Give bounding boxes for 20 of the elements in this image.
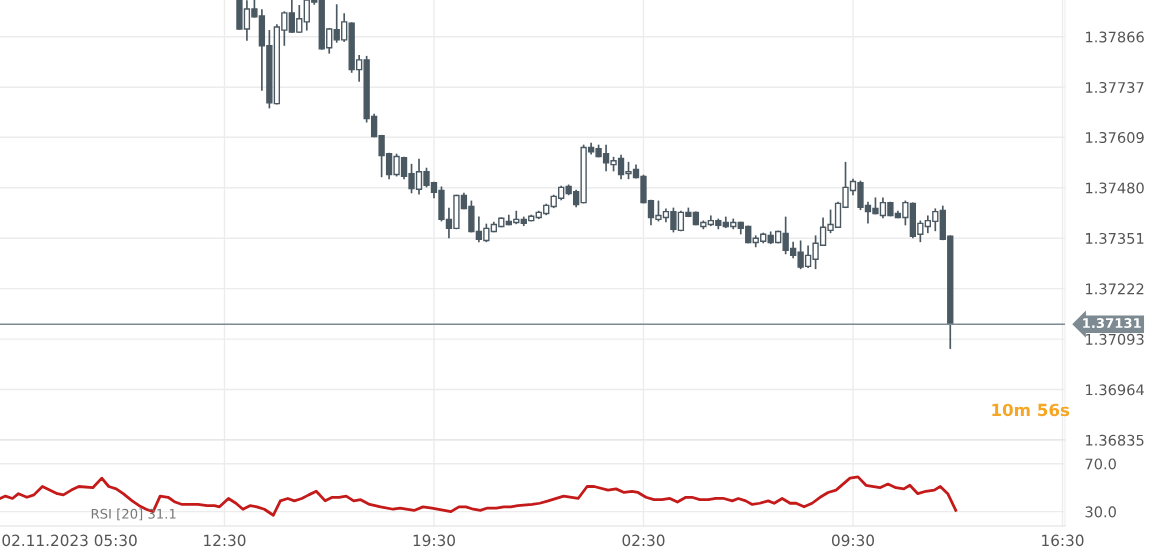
y-tick-label: 1.37093 [1086,333,1144,345]
x-tick-label: 12:30 [204,534,246,547]
annotation: 10m 56s [992,403,1070,417]
x-tick-label: 09:30 [831,534,874,547]
y-tick-label: 1.37609 [1086,132,1144,144]
y-tick-label: 1.37222 [1086,283,1144,295]
y-tick-label: 1.37737 [1086,81,1144,93]
y-tick-label: 70.0 [1085,458,1116,470]
y-tick-label: 1.37480 [1086,182,1144,194]
y-tick-label: 30.0 [1085,506,1116,518]
y-tick-label: 1.36835 [1086,434,1144,446]
y-tick-label: 1.37866 [1086,31,1144,43]
annotation: RSI [20] 31.1 [91,508,176,521]
y-tick-label: 1.37351 [1086,232,1144,244]
text: 02.11.2023 05:30 [2,534,137,547]
x-tick-label: 02:30 [622,534,665,547]
y-tick-label: 1.36964 [1086,384,1144,396]
x-tick-label: 16:30 [1042,534,1084,547]
x-tick-label: 19:30 [413,534,455,547]
ref-line-label: 1.37131 [1083,318,1141,329]
